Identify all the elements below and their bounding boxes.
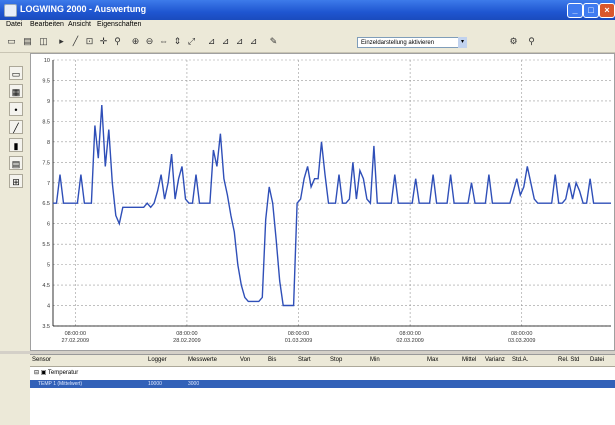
cursor-icon[interactable]: ▸ bbox=[59, 36, 64, 46]
point-icon[interactable]: • bbox=[9, 102, 23, 116]
y-tick-label: 5 bbox=[47, 263, 50, 269]
export-icon[interactable]: ▤ bbox=[9, 156, 23, 170]
grid-icon[interactable]: ⊞ bbox=[9, 174, 23, 188]
app-icon bbox=[4, 4, 17, 17]
close-button[interactable]: × bbox=[599, 3, 615, 18]
y-tick-label: 7.5 bbox=[42, 160, 50, 166]
x-tick-date: 03.03.2009 bbox=[508, 338, 536, 344]
lupe-icon[interactable]: ⚲ bbox=[528, 36, 535, 46]
y-tick-label: 4.5 bbox=[42, 283, 50, 289]
settings-icon[interactable]: ⚙ bbox=[509, 36, 518, 46]
col-bis[interactable]: Bis bbox=[268, 357, 277, 363]
bar-icon[interactable]: ▮ bbox=[9, 138, 23, 152]
tree-temperatur[interactable]: ⊟ ▣ Temperatur bbox=[34, 370, 79, 376]
zoom-icon[interactable]: ⚲ bbox=[114, 36, 121, 46]
tree-label: Temperatur bbox=[47, 370, 79, 376]
chart1-icon[interactable]: ⊿ bbox=[207, 36, 216, 46]
x-tick-date: 01.03.2009 bbox=[285, 338, 313, 344]
x-tick-time: 08:00:00 bbox=[65, 331, 86, 337]
zoom-fit-icon[interactable]: ⤢ bbox=[187, 36, 196, 46]
chart3-icon[interactable]: ⊿ bbox=[235, 36, 244, 46]
x-tick-time: 08:00:00 bbox=[399, 331, 420, 337]
chart2-icon[interactable]: ⊿ bbox=[221, 36, 230, 46]
maximize-button[interactable]: □ bbox=[583, 3, 599, 18]
x-tick-time: 08:00:00 bbox=[176, 331, 197, 337]
minimize-button[interactable]: _ bbox=[567, 3, 583, 18]
y-tick-label: 5.5 bbox=[42, 242, 50, 248]
zoom-in-icon[interactable]: ⊕ bbox=[131, 36, 140, 46]
toolbar: ▭ ▤ ◫ ▸ ╱ ⊡ ✛ ⚲ ⊕ ⊖ ⇔ ⇕ ⤢ ⊿ ⊿ ⊿ ⊿ ✎ ⚙ ⚲ bbox=[0, 32, 615, 53]
col-min[interactable]: Min bbox=[370, 357, 380, 363]
x-tick-time: 08:00:00 bbox=[511, 331, 532, 337]
print-icon[interactable]: ◫ bbox=[39, 36, 48, 46]
col-stop[interactable]: Stop bbox=[330, 357, 343, 363]
view-icon[interactable]: ▭ bbox=[9, 66, 23, 80]
col-logger[interactable]: Logger bbox=[148, 357, 167, 363]
menu-datei[interactable]: Datei bbox=[6, 21, 23, 28]
zoom-out-icon[interactable]: ⊖ bbox=[145, 36, 154, 46]
x-tick-date: 27.02.2009 bbox=[62, 338, 90, 344]
y-tick-label: 8.5 bbox=[42, 119, 50, 125]
zoom-x-icon[interactable]: ⇔ bbox=[159, 36, 168, 46]
line-icon[interactable]: ╱ bbox=[9, 120, 23, 134]
menu-bearbeiten[interactable]: Bearbeiten bbox=[30, 21, 64, 28]
view-mode-select[interactable]: Einzeldarstellung aktivieren bbox=[357, 37, 465, 48]
y-tick-label: 4 bbox=[47, 304, 50, 310]
sensor-table: Sensor Logger Messwerte Von Bis Start St… bbox=[30, 354, 615, 425]
row-sensor: TEMP 1 (Mittelwert) bbox=[38, 381, 83, 387]
y-tick-label: 10 bbox=[44, 58, 50, 64]
pen-icon[interactable]: ╱ bbox=[72, 36, 79, 46]
chart4-icon[interactable]: ⊿ bbox=[249, 36, 258, 46]
y-tick-label: 3.5 bbox=[42, 324, 50, 330]
marker-icon[interactable]: ✎ bbox=[269, 36, 278, 46]
col-relstd[interactable]: Rel. Std bbox=[558, 357, 580, 363]
y-tick-label: 9 bbox=[47, 99, 50, 105]
col-start[interactable]: Start bbox=[298, 357, 311, 363]
menu-bar: Datei Bearbeiten Ansicht Eigenschaften bbox=[0, 20, 615, 32]
col-von[interactable]: Von bbox=[240, 357, 251, 363]
zoom-y-icon[interactable]: ⇕ bbox=[173, 36, 182, 46]
col-varianz[interactable]: Varianz bbox=[485, 357, 505, 363]
chevron-down-icon[interactable]: ▾ bbox=[458, 37, 467, 48]
splitter[interactable] bbox=[0, 351, 615, 354]
table-row[interactable]: TEMP 1 (Mittelwert) 10000 3000 bbox=[30, 380, 615, 388]
window-title: LOGWING 2000 - Auswertung bbox=[20, 4, 147, 14]
x-tick-time: 08:00:00 bbox=[288, 331, 309, 337]
table-icon[interactable]: ▦ bbox=[9, 84, 23, 98]
y-tick-label: 7 bbox=[47, 181, 50, 187]
series-line bbox=[53, 104, 611, 307]
title-bar: LOGWING 2000 - Auswertung _ □ × bbox=[0, 0, 615, 20]
col-sensor[interactable]: Sensor bbox=[32, 357, 52, 363]
open-icon[interactable]: ▭ bbox=[7, 36, 16, 46]
move-icon[interactable]: ✛ bbox=[99, 36, 108, 46]
row-logger: 10000 bbox=[148, 381, 162, 387]
col-datei[interactable]: Datei bbox=[590, 357, 605, 363]
left-toolbar: ▭ ▦ • ╱ ▮ ▤ ⊞ bbox=[0, 53, 31, 353]
col-messwerte[interactable]: Messwerte bbox=[188, 357, 218, 363]
col-max[interactable]: Max bbox=[427, 357, 439, 363]
y-tick-label: 6.5 bbox=[42, 201, 50, 207]
chart-area: 10 9.5 9 8.5 8 7.5 7 6.5 6 5.5 5 4.5 4 3.5 08:00:00 27.… bbox=[30, 53, 615, 351]
y-tick-label: 8 bbox=[47, 140, 50, 146]
menu-ansicht[interactable]: Ansicht bbox=[68, 21, 91, 28]
col-mittel[interactable]: Mittel bbox=[462, 357, 477, 363]
x-tick-date: 28.02.2009 bbox=[173, 338, 201, 344]
col-std[interactable]: Std.A. bbox=[512, 357, 529, 363]
y-tick-label: 9.5 bbox=[42, 78, 50, 84]
select-icon[interactable]: ⊡ bbox=[85, 36, 94, 46]
x-tick-date: 02.03.2009 bbox=[396, 338, 424, 344]
table-header: Sensor Logger Messwerte Von Bis Start St… bbox=[30, 355, 615, 367]
save-icon[interactable]: ▤ bbox=[23, 36, 32, 46]
line-chart: 109.598.587.576.565.554.543.508:00:0027.… bbox=[42, 58, 611, 344]
menu-eigenschaften[interactable]: Eigenschaften bbox=[97, 21, 142, 28]
y-tick-label: 6 bbox=[47, 222, 50, 228]
row-messwerte: 3000 bbox=[188, 381, 200, 387]
